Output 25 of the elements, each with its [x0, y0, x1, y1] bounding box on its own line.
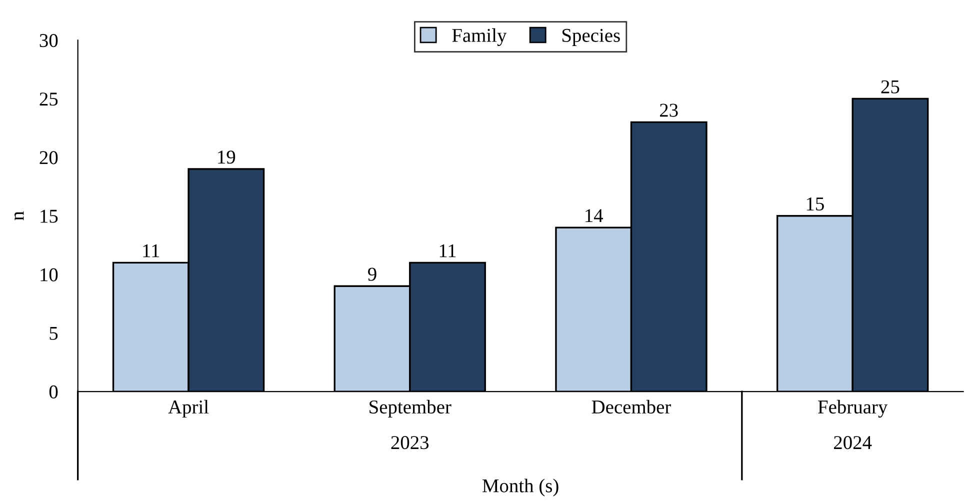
- legend-label: Species: [562, 28, 620, 46]
- y-tick-label: 0: [49, 385, 58, 398]
- data-label: 9: [368, 268, 376, 281]
- data-label: 11: [440, 244, 456, 258]
- x-tick-label: April: [168, 400, 209, 418]
- data-label: 19: [218, 150, 236, 164]
- legend-label: Family: [452, 28, 507, 46]
- data-label: 11: [143, 244, 160, 258]
- data-label: 25: [881, 80, 900, 94]
- y-axis-title: n: [14, 211, 24, 220]
- x-axis-title: Month (s): [482, 478, 558, 496]
- y-tick-label: 30: [40, 34, 58, 48]
- text: 2023: [391, 436, 429, 450]
- data-label: 23: [660, 104, 678, 117]
- y-tick-label: 15: [40, 210, 58, 223]
- x-tick-label: September: [370, 400, 452, 418]
- text: 2024: [834, 436, 872, 450]
- data-label: 14: [586, 209, 604, 222]
- y-tick-label: 20: [40, 151, 58, 164]
- x-tick-label: December: [592, 400, 672, 414]
- data-label: 15: [806, 197, 824, 211]
- y-tick-label: 25: [40, 92, 58, 106]
- y-tick-label: 10: [40, 268, 58, 282]
- y-tick-label: 5: [50, 327, 58, 340]
- x-tick-label: February: [818, 400, 888, 418]
